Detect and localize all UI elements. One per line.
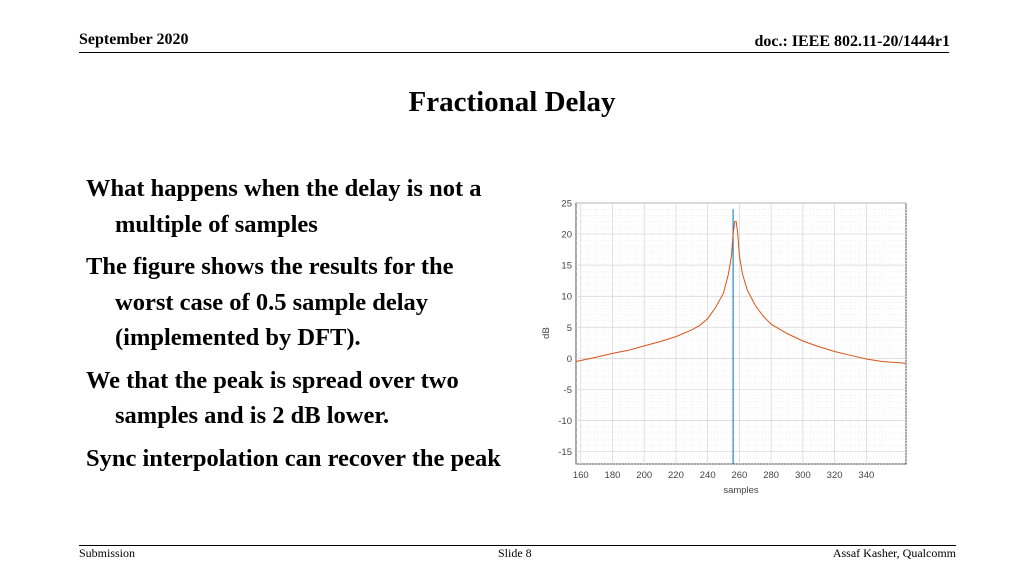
y-tick-label: 0 <box>567 354 572 365</box>
x-tick-label: 320 <box>827 470 843 481</box>
x-tick-label: 180 <box>605 470 621 481</box>
slide-title: Fractional Delay <box>408 86 616 118</box>
y-tick-label: 25 <box>561 199 572 210</box>
footer-divider <box>79 545 956 546</box>
bullet-list: What happens when the delay is not a mul… <box>86 171 506 483</box>
x-axis-label: samples <box>723 485 759 496</box>
y-ticks: 25 20 15 10 5 0 -5 -10 -15 <box>558 199 572 459</box>
series-lines <box>575 209 907 464</box>
y-tick-label: -10 <box>558 416 572 427</box>
bullet-item: What happens when the delay is not a mul… <box>86 175 482 238</box>
x-tick-label: 220 <box>668 470 684 481</box>
footer-submission: Submission <box>79 546 136 560</box>
x-tick-label: 300 <box>795 470 811 481</box>
x-tick-label: 280 <box>763 470 779 481</box>
footer-author: Assaf Kasher, Qualcomm <box>832 546 956 560</box>
x-ticks: 160 180 200 220 240 260 280 300 320 340 <box>573 470 874 481</box>
y-tick-label: 20 <box>561 230 572 241</box>
bullet-item: The figure shows the results for the wor… <box>86 253 454 351</box>
x-tick-label: 160 <box>573 470 589 481</box>
header-divider <box>79 52 949 53</box>
y-tick-label: 15 <box>561 261 572 272</box>
bullet-item: Sync interpolation can recover the peak <box>86 444 501 472</box>
footer-slide-number: Slide 8 <box>498 546 532 560</box>
x-tick-label: 200 <box>636 470 652 481</box>
y-tick-label: 5 <box>567 323 572 334</box>
header-date: September 2020 <box>79 31 189 48</box>
y-tick-label: -15 <box>558 447 572 458</box>
y-tick-label: 10 <box>561 292 572 303</box>
x-tick-label: 260 <box>731 470 747 481</box>
series-line-orange <box>575 221 907 364</box>
x-tick-label: 240 <box>700 470 716 481</box>
x-tick-label: 340 <box>858 470 874 481</box>
bullet-item: We that the peak is spread over two samp… <box>86 366 459 430</box>
y-tick-label: -5 <box>564 385 572 396</box>
grid-lines <box>576 202 907 465</box>
y-axis-label: dB <box>541 327 552 339</box>
plot-figure: 160 180 200 220 240 260 280 300 320 340 25 20 15 10 5… <box>541 199 907 496</box>
header-doc-id: doc.: IEEE 802.11-20/1444r1 <box>754 33 950 50</box>
